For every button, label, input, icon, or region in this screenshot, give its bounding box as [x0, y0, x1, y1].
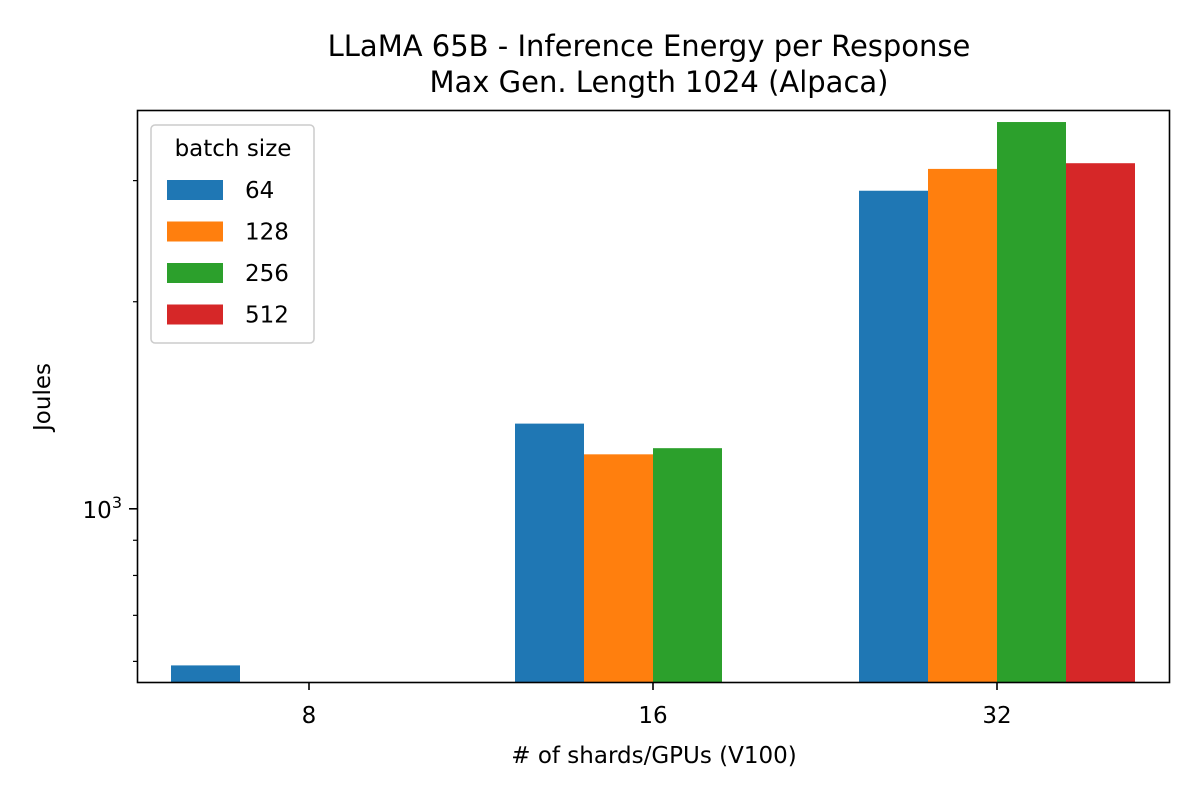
legend-swatch-256 [167, 263, 223, 283]
chart-subtitle: Max Gen. Length 1024 (Alpaca) [430, 65, 889, 99]
legend-swatch-64 [167, 180, 223, 200]
plot-frame [136, 109, 1171, 684]
legend-swatch-512 [167, 304, 223, 325]
x-tick-label-32: 32 [982, 703, 1011, 729]
bar-64-8 [171, 665, 240, 682]
bar-128-32 [928, 168, 997, 682]
bar-64-32 [859, 190, 928, 683]
x-axis-ticks: 8 16 32 [302, 682, 1012, 729]
legend-label-64: 64 [245, 178, 274, 204]
y-tick-label-1000: 103 [83, 493, 122, 524]
legend-box [150, 124, 315, 344]
legend: batch size 64 128 256 512 [150, 124, 315, 344]
legend-label-256: 256 [245, 261, 289, 287]
legend-title: batch size [175, 136, 292, 162]
legend-items: 64 128 256 512 [167, 178, 289, 329]
bar-64-16 [515, 423, 584, 682]
bar-128-16 [584, 454, 653, 682]
legend-label-128: 128 [245, 220, 289, 246]
bars-group [171, 122, 1135, 683]
legend-swatch-128 [167, 221, 223, 242]
y-axis-ticks: 103 [83, 180, 137, 662]
x-tick-label-16: 16 [638, 703, 667, 729]
bar-256-16 [653, 448, 722, 682]
chart-title: LLaMA 65B - Inference Energy per Respons… [328, 29, 971, 63]
bar-256-32 [997, 122, 1066, 682]
y-axis-label: Joules [30, 363, 56, 433]
x-axis-label: # of shards/GPUs (V100) [511, 743, 797, 769]
x-tick-label-8: 8 [302, 703, 317, 729]
legend-label-512: 512 [245, 303, 289, 329]
bar-512-32 [1066, 163, 1135, 682]
